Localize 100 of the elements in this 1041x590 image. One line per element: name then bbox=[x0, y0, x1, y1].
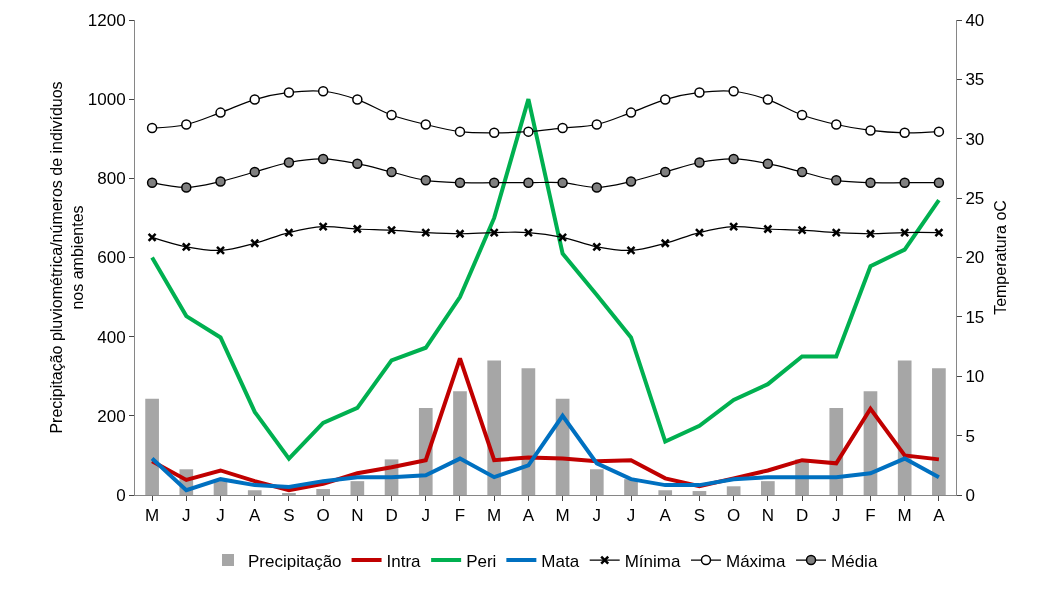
legend-label: Precipitação bbox=[248, 551, 342, 571]
x-tick-label: J bbox=[592, 506, 602, 526]
bar bbox=[453, 391, 467, 495]
point bbox=[181, 182, 192, 193]
y-tick-label: 1000 bbox=[87, 90, 126, 110]
bar bbox=[247, 490, 262, 495]
x-tick-label: J bbox=[216, 506, 225, 526]
x-tick-label: S bbox=[283, 506, 295, 526]
y2-axis-title: Temperatura oC bbox=[992, 200, 1009, 315]
point bbox=[933, 177, 945, 188]
legend-label: Mata bbox=[541, 551, 580, 571]
x-tick-label: F bbox=[454, 506, 466, 526]
point bbox=[728, 221, 739, 232]
point bbox=[625, 107, 637, 118]
bar bbox=[897, 360, 912, 495]
point bbox=[146, 177, 158, 188]
point bbox=[181, 242, 192, 252]
point bbox=[797, 225, 807, 235]
point bbox=[592, 242, 602, 252]
point bbox=[352, 224, 363, 234]
point bbox=[694, 87, 705, 98]
point bbox=[317, 86, 329, 97]
y2-tick-label: 25 bbox=[965, 189, 985, 209]
x-tick-label: J bbox=[832, 506, 841, 526]
point bbox=[147, 232, 157, 243]
bar bbox=[589, 469, 604, 495]
point bbox=[694, 157, 705, 168]
point bbox=[660, 238, 670, 248]
point bbox=[249, 238, 260, 248]
y-tick-label: 200 bbox=[97, 406, 126, 426]
point bbox=[421, 227, 431, 238]
bar bbox=[692, 491, 707, 495]
x-tick-label: N bbox=[761, 506, 774, 526]
point bbox=[557, 232, 568, 243]
point bbox=[352, 94, 363, 105]
y-axis-title: Precipitação pluviométrica/números de indivíduos nos ambientes bbox=[47, 81, 86, 434]
y2-tick-label: 40 bbox=[965, 10, 985, 30]
point bbox=[625, 176, 637, 187]
x-tick-label: A bbox=[659, 506, 672, 526]
bar bbox=[316, 489, 330, 495]
y-tick-label: 400 bbox=[97, 327, 126, 347]
bar bbox=[658, 490, 673, 495]
point bbox=[659, 94, 671, 105]
point bbox=[831, 227, 842, 238]
point bbox=[420, 175, 432, 186]
y-tick-label: 0 bbox=[116, 485, 126, 505]
point bbox=[899, 177, 910, 188]
x-tick-label: J bbox=[182, 506, 191, 526]
line-series bbox=[150, 97, 941, 461]
point bbox=[454, 126, 466, 137]
point bbox=[523, 227, 534, 238]
bar bbox=[145, 398, 159, 495]
point bbox=[249, 94, 260, 105]
point bbox=[934, 227, 944, 238]
point bbox=[215, 176, 226, 187]
x-tick-label: A bbox=[933, 506, 946, 526]
point bbox=[352, 158, 363, 169]
point bbox=[454, 177, 466, 188]
y2-tick-label: 35 bbox=[965, 70, 985, 90]
x-tick-label: D bbox=[795, 506, 809, 526]
legend-label: Intra bbox=[386, 551, 422, 571]
point bbox=[488, 177, 500, 188]
bar bbox=[932, 368, 946, 495]
point bbox=[523, 126, 534, 137]
point bbox=[626, 245, 636, 256]
y-tick-label: 600 bbox=[97, 248, 126, 268]
point bbox=[215, 245, 226, 256]
point bbox=[215, 107, 226, 118]
bar bbox=[726, 486, 741, 495]
y2-tick-label: 30 bbox=[965, 129, 985, 149]
point bbox=[317, 153, 329, 165]
point bbox=[557, 122, 568, 134]
point bbox=[899, 127, 910, 139]
x-tick-label: A bbox=[522, 506, 535, 526]
point bbox=[728, 86, 739, 97]
legend-label: Peri bbox=[466, 551, 497, 571]
y-tick-label: 1200 bbox=[87, 10, 126, 30]
x-tick-label: S bbox=[693, 506, 706, 526]
y2-tick-label: 0 bbox=[965, 485, 975, 505]
y2-tick-label: 5 bbox=[965, 426, 975, 446]
x-tick-label: J bbox=[421, 506, 431, 526]
y-tick-label: 800 bbox=[97, 169, 126, 189]
point bbox=[489, 227, 499, 238]
point bbox=[386, 109, 397, 121]
point bbox=[796, 109, 808, 121]
legend-label: Máxima bbox=[725, 551, 787, 571]
point bbox=[249, 166, 260, 178]
point bbox=[523, 177, 534, 188]
point bbox=[865, 229, 876, 239]
point bbox=[455, 229, 465, 239]
bar bbox=[487, 360, 502, 495]
point bbox=[831, 175, 842, 186]
point bbox=[831, 119, 842, 130]
x-tick-label: M bbox=[555, 506, 570, 526]
point bbox=[762, 94, 774, 105]
y2-tick-label: 10 bbox=[965, 367, 985, 387]
point bbox=[420, 119, 432, 130]
y2-tick-label: 15 bbox=[965, 307, 985, 327]
point bbox=[591, 182, 603, 193]
legend-label: Média bbox=[831, 551, 878, 571]
